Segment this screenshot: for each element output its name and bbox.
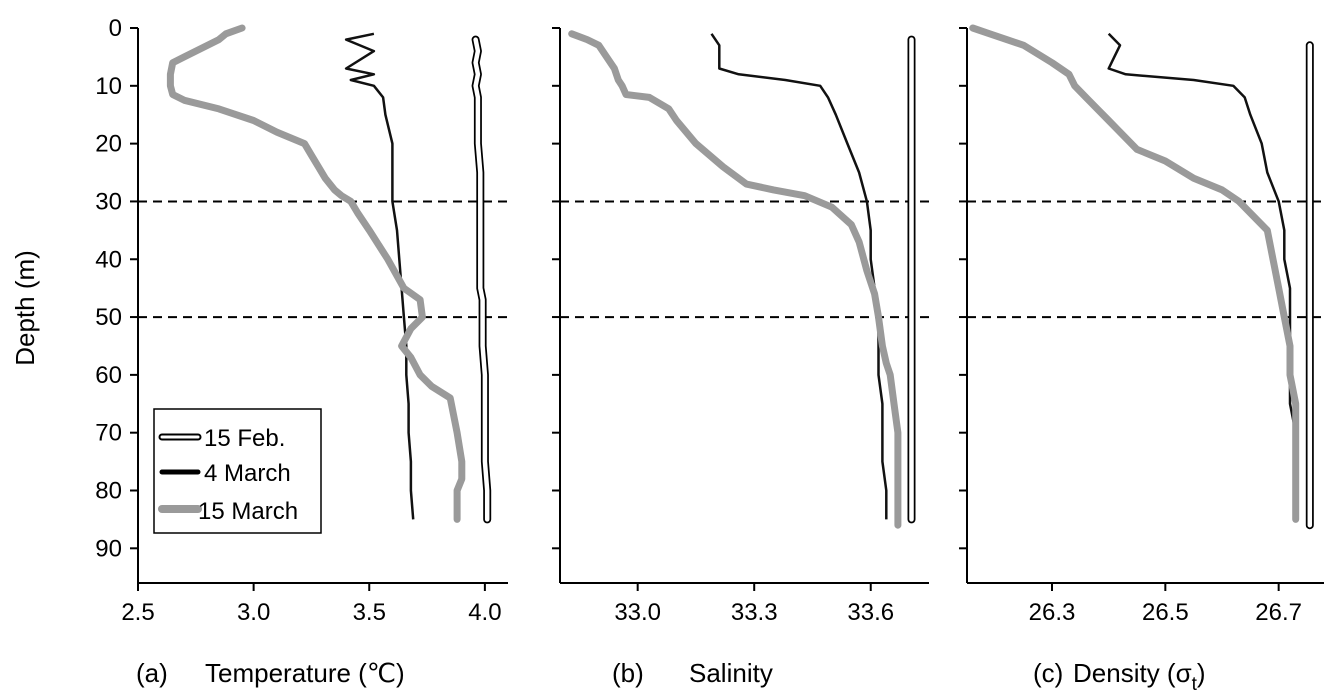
y-tick-label: 90 [95,535,122,562]
x-axis-title: Salinity [689,658,773,688]
legend-label-15-march: 15 March [198,498,298,525]
x-tick-label: 3.5 [353,599,386,626]
x-tick-label: 33.0 [614,599,661,626]
y-tick-label: 60 [95,362,122,389]
x-tick-label: 33.6 [847,599,894,626]
x-axis-title: Density (σt) [1073,658,1206,695]
y-tick-label: 30 [95,188,122,215]
y-tick-label: 70 [95,420,122,447]
series-4-march-line [1107,32,1297,520]
series-4-march-line [710,33,888,520]
panel-label-b: (b) [612,658,644,688]
panel-b: 33.0 33.3 33.6 (b) Salinity [552,27,929,688]
series-4-march-line [344,32,415,520]
legend-label-4-march: 4 March [204,460,291,487]
panel-label-c: (c) [1033,658,1063,688]
y-axis-title-group: Depth (m) [10,250,40,366]
y-tick-label: 80 [95,478,122,505]
legend-item-15-feb: 15 Feb. [158,425,285,452]
x-tick-label: 33.3 [731,599,778,626]
y-tick-label: 10 [95,73,122,100]
panels: 0 10 20 30 40 50 60 70 80 90 2.5 3.0 3.5 4.0 (a) Temper… [95,15,1324,695]
x-tick-label: 4.0 [468,599,501,626]
legend: 15 Feb. 4 March 15 March [153,408,322,534]
x-tick-label: 26.5 [1142,599,1189,626]
y-tick-label: 0 [109,15,122,42]
y-tick-label: 20 [95,131,122,158]
y-tick-label: 50 [95,304,122,331]
legend-label-15-feb: 15 Feb. [204,425,285,452]
series-15-march-line [166,24,466,523]
y-axis-title: Depth (m) [10,250,40,366]
legend-item-15-march: 15 March [158,498,298,525]
legend-item-4-march: 4 March [159,460,291,487]
panel-c: 26.3 26.5 26.7 (c) Density (σt) [959,24,1324,695]
series-15-march-line [969,24,1300,523]
y-tick-label: 40 [95,246,122,273]
x-axis-title: Temperature (℃) [205,658,405,688]
x-tick-label: 26.7 [1255,599,1302,626]
panel-label-a: (a) [136,658,168,688]
x-tick-label: 2.5 [121,599,154,626]
series-15-feb-line-inner [473,37,490,522]
panel-a: 0 10 20 30 40 50 60 70 80 90 2.5 3.0 3.5 4.0 (a) Temper… [95,15,508,688]
x-tick-label: 3.0 [237,599,270,626]
series-15-march-line [568,30,902,529]
x-tick-label: 26.3 [1029,599,1076,626]
